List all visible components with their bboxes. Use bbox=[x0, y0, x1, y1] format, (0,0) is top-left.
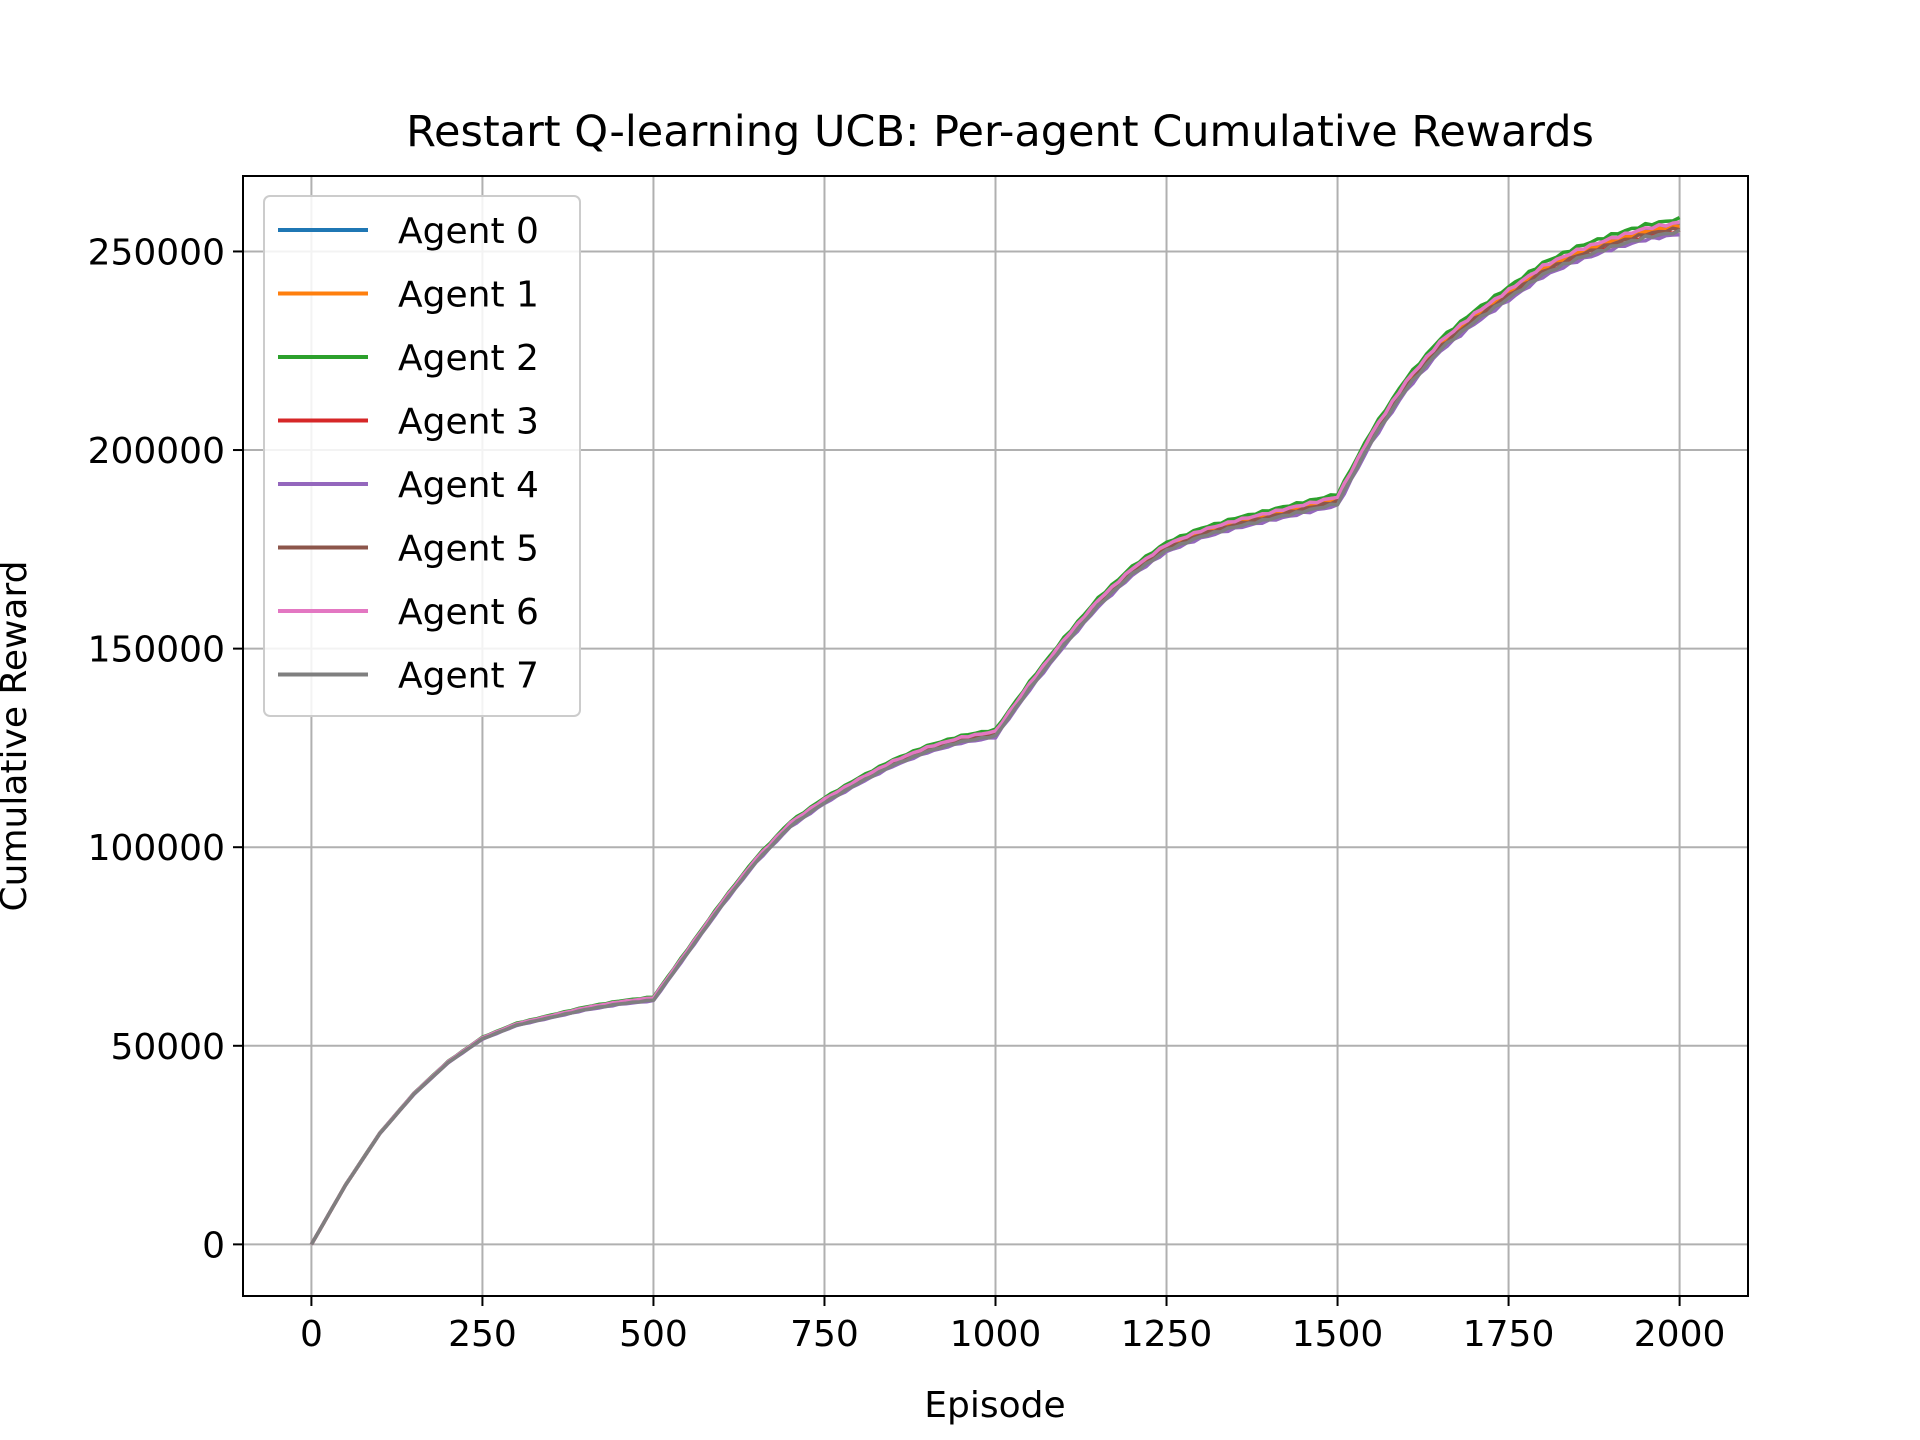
y-tick-label: 250000 bbox=[88, 232, 225, 273]
x-tick-label: 0 bbox=[300, 1314, 323, 1355]
series-lines bbox=[309, 216, 1681, 1246]
series-line-agent-7 bbox=[309, 228, 1681, 1246]
legend-label-agent-5: Agent 5 bbox=[398, 529, 539, 570]
legend-label-agent-2: Agent 2 bbox=[398, 338, 539, 379]
y-tick-label: 200000 bbox=[88, 431, 225, 472]
x-tick-label: 1250 bbox=[1121, 1314, 1213, 1355]
y-axis-label: Cumulative Reward bbox=[0, 561, 35, 912]
y-tick-label: 150000 bbox=[88, 630, 225, 671]
x-tick-label: 1000 bbox=[950, 1314, 1042, 1355]
x-tick-label: 2000 bbox=[1634, 1314, 1726, 1355]
x-axis-label: Episode bbox=[924, 1385, 1065, 1426]
x-tick-label: 1500 bbox=[1292, 1314, 1384, 1355]
legend-label-agent-1: Agent 1 bbox=[398, 275, 539, 316]
legend-label-agent-3: Agent 3 bbox=[398, 402, 539, 443]
grid bbox=[243, 176, 1748, 1296]
chart-title: Restart Q-learning UCB: Per-agent Cumula… bbox=[406, 107, 1594, 157]
y-axis-ticks: 0 50000 100000 150000 200000 250000 bbox=[88, 232, 243, 1266]
y-tick-label: 50000 bbox=[110, 1027, 225, 1068]
x-axis-ticks: 0 250 500 750 1000 1250 1500 1750 2000 bbox=[300, 1296, 1725, 1355]
y-tick-label: 100000 bbox=[88, 828, 225, 869]
x-tick-label: 250 bbox=[448, 1314, 517, 1355]
legend-label-agent-7: Agent 7 bbox=[398, 656, 539, 697]
legend-label-agent-6: Agent 6 bbox=[398, 592, 539, 633]
x-tick-label: 1750 bbox=[1463, 1314, 1555, 1355]
legend: Agent 0 Agent 1 Agent 2 Agent 3 Agent 4 Agent… bbox=[263, 195, 581, 717]
x-tick-label: 750 bbox=[790, 1314, 859, 1355]
legend-frame bbox=[263, 195, 581, 717]
y-tick-label: 0 bbox=[202, 1225, 225, 1266]
legend-label-agent-0: Agent 0 bbox=[398, 211, 539, 252]
x-tick-label: 500 bbox=[619, 1314, 688, 1355]
legend-label-agent-4: Agent 4 bbox=[398, 465, 539, 506]
